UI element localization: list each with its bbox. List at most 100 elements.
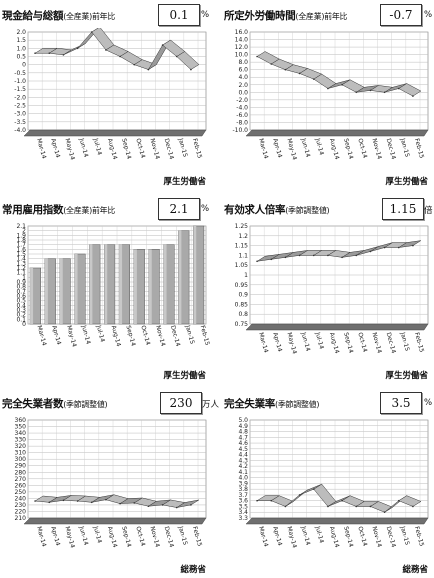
- bar-highlight: [44, 258, 48, 324]
- y-tick-label: 1.0: [16, 45, 26, 52]
- chart-panel: 常用雇用指数(全産業)前年比 2.1 % 2.1 2 1.9 1.8 1.7 1.6 1.5…: [0, 196, 212, 384]
- y-tick-label: -2.0: [236, 97, 248, 104]
- data-point: [133, 63, 136, 66]
- y-tick-label: 4.7: [238, 434, 248, 441]
- y-tick-label: 0.0: [238, 89, 248, 96]
- unit-label: %: [424, 10, 433, 20]
- y-tick-label: 1.8: [16, 237, 26, 244]
- y-tick-label: 2.0: [238, 82, 248, 89]
- x-tick-label: Jul-14: [95, 324, 106, 343]
- x-tick-label: Mar-14: [35, 325, 47, 347]
- data-ribbon-segment: [398, 495, 422, 507]
- chart-floor: [23, 517, 207, 525]
- y-tick-label: 1.25: [235, 223, 249, 230]
- x-tick-label: May-14: [63, 526, 76, 549]
- y-tick-label: 0.9: [16, 279, 26, 286]
- chart-svg: 1.25 1.2 1.15 1.1 1.05 1 0.95 0.9 0.85 0.8 0.75 Mar…: [235, 223, 429, 355]
- y-tick-label: -10.0: [232, 127, 248, 134]
- data-point: [270, 63, 273, 65]
- y-tick-label: 330: [15, 437, 27, 444]
- data-point: [341, 256, 343, 259]
- chart-floor: [245, 323, 429, 331]
- data-point: [190, 504, 192, 506]
- x-tick-label: May-14: [285, 138, 298, 161]
- data-ribbon-segment: [398, 240, 422, 248]
- data-point: [34, 500, 36, 502]
- y-tick-label: 4.2: [238, 463, 248, 470]
- chart-svg: 2.01.51.0 0.50-0.5-1.0-1.5-2.0 -2.5-3.0-3.…: [14, 28, 207, 161]
- data-point: [147, 68, 150, 71]
- x-tick-label: Aug-14: [106, 138, 118, 161]
- data-point: [256, 499, 258, 502]
- data-ribbon-segment: [176, 51, 200, 70]
- bar-highlight: [178, 230, 182, 324]
- data-point: [412, 95, 414, 97]
- y-tick-label: 2.1: [16, 223, 26, 230]
- y-tick-label: 0.7: [16, 288, 26, 295]
- y-tick-label: 1.6: [16, 246, 26, 253]
- x-tick-label: Mar-14: [257, 138, 269, 160]
- chart-panel: 完全失業者数(季節調整値) 230 万人 360 350 340 330 320 310 3…: [0, 390, 219, 578]
- y-tick-label: 0.2: [16, 312, 26, 319]
- data-point: [298, 494, 301, 496]
- data-point: [161, 44, 164, 46]
- x-tick-label: Jan-15: [399, 525, 411, 546]
- y-tick-label: 2.0: [16, 29, 26, 36]
- panel-title: 所定外労働時間(全産業)前年比: [224, 10, 348, 22]
- x-tick-label: Oct-14: [356, 138, 368, 159]
- panel-title: 常用雇用指数(全産業)前年比: [2, 204, 116, 216]
- y-tick-label: 310: [15, 450, 27, 457]
- data-point: [76, 500, 79, 502]
- bar-highlight: [30, 268, 34, 324]
- y-tick-label: 5.0: [238, 417, 248, 424]
- data-point: [312, 254, 315, 257]
- y-tick-label: 4.3: [238, 457, 248, 464]
- y-tick-label: -2.0: [14, 94, 26, 101]
- y-tick-label: 250: [15, 489, 27, 496]
- x-tick-label: Jul-14: [92, 525, 103, 544]
- chart-floor: [245, 129, 429, 137]
- x-tick-label: Sep-14: [120, 526, 132, 548]
- y-tick-label: 4.1: [238, 469, 248, 476]
- panel-title: 完全失業率(季節調整値): [224, 398, 320, 410]
- value-box: 1.15: [382, 198, 424, 220]
- x-tick-label: Jul-14: [314, 137, 325, 156]
- y-tick-label: 3.4: [238, 509, 248, 516]
- chart-floor: [245, 517, 429, 525]
- x-tick-label: Jun-14: [299, 331, 311, 352]
- y-tick-label: 3.3: [238, 515, 248, 522]
- value-box: -0.7: [380, 4, 422, 26]
- x-tick-label: Nov-14: [148, 138, 160, 161]
- bar-highlight: [119, 244, 123, 324]
- x-tick-label: May-14: [63, 138, 76, 161]
- y-tick-label: 1.5: [16, 37, 26, 44]
- y-tick-label: 290: [15, 463, 27, 470]
- y-tick-label: 0.95: [235, 282, 249, 289]
- y-tick-label: 8.0: [238, 59, 248, 66]
- y-tick-label: 0.3: [16, 307, 26, 314]
- source-label: 総務省: [180, 565, 206, 575]
- y-tick-label: 0: [22, 321, 26, 328]
- data-point: [397, 246, 400, 249]
- y-tick-label: -6.0: [236, 112, 248, 119]
- bar-highlight: [148, 249, 152, 324]
- y-tick-label: -4.0: [236, 104, 248, 111]
- data-point: [34, 52, 36, 55]
- data-point: [412, 505, 414, 508]
- y-tick-label: 210: [15, 515, 27, 522]
- data-point: [369, 250, 372, 253]
- data-ribbon-segment: [176, 499, 200, 508]
- y-tick-label: 1.05: [235, 262, 249, 269]
- data-point: [284, 256, 287, 259]
- data-point: [256, 260, 258, 263]
- bar-highlight: [163, 244, 167, 324]
- x-tick-label: May-14: [285, 526, 298, 549]
- x-tick-label: Apr-14: [271, 526, 283, 547]
- data-point: [190, 68, 192, 71]
- chart-svg: 2.121.91.81.71.61.51.41.31.21.110.90.80.…: [16, 223, 210, 348]
- y-tick-label: -1.5: [14, 86, 26, 93]
- data-point: [147, 505, 150, 508]
- y-tick-label: 4.6: [238, 440, 248, 447]
- y-tick-label: 1.1: [238, 252, 248, 259]
- y-tick-label: 14.0: [235, 37, 249, 44]
